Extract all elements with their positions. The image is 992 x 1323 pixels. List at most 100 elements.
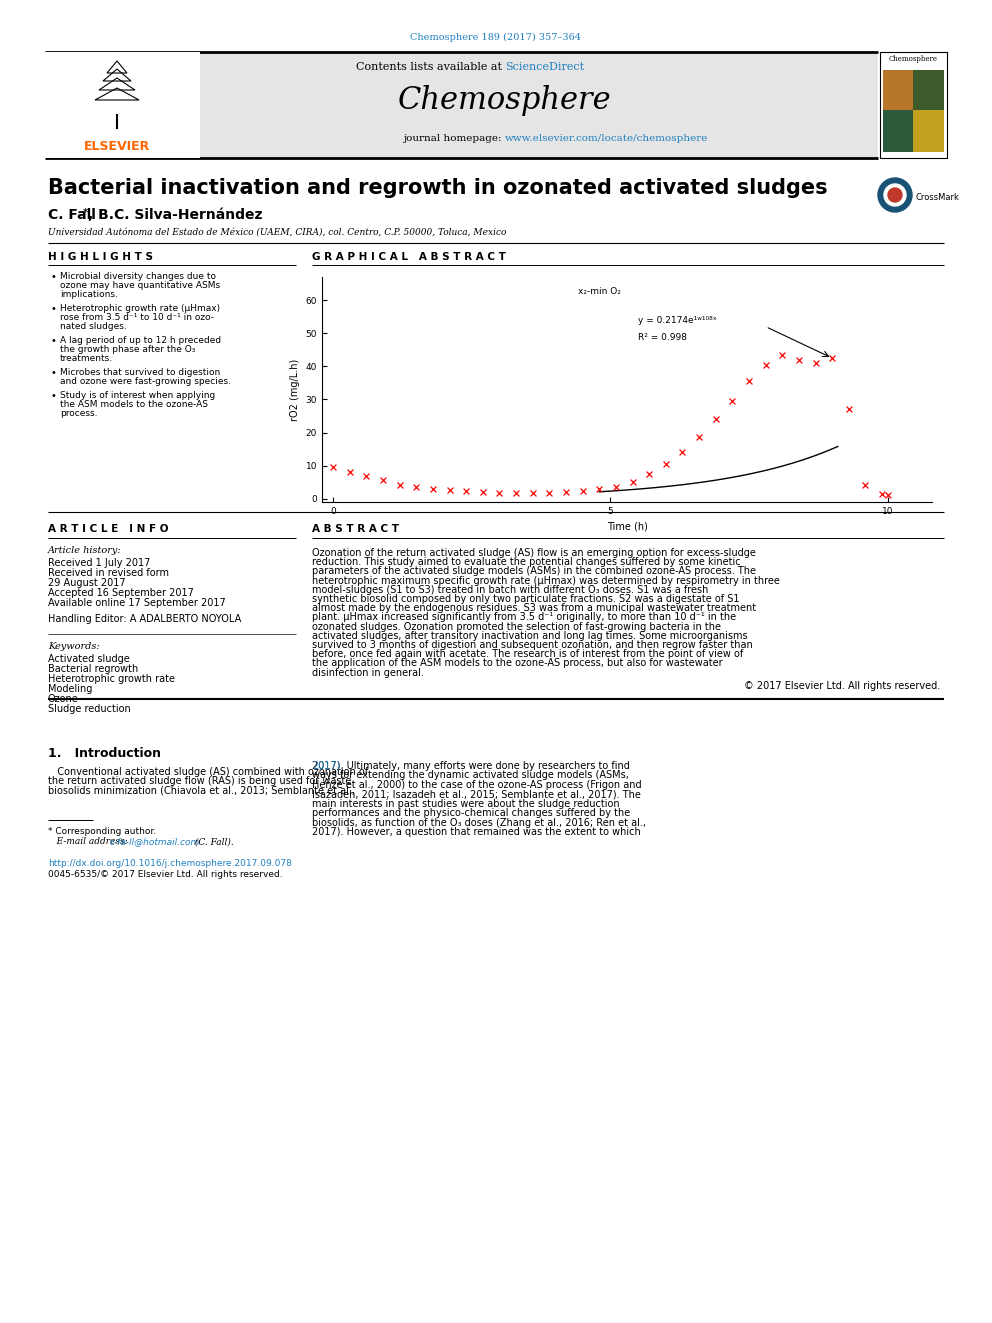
Text: Received 1 July 2017: Received 1 July 2017	[48, 558, 151, 568]
Text: biosolids minimization (Chiavola et al., 2013; Semblante et al.,: biosolids minimization (Chiavola et al.,…	[48, 786, 355, 796]
Text: and ozone were fast-growing species.: and ozone were fast-growing species.	[60, 377, 231, 386]
Text: CrossMark: CrossMark	[916, 193, 960, 202]
Text: reduction. This study aimed to evaluate the potential changes suffered by some k: reduction. This study aimed to evaluate …	[312, 557, 741, 568]
Text: 0045-6535/© 2017 Elsevier Ltd. All rights reserved.: 0045-6535/© 2017 Elsevier Ltd. All right…	[48, 871, 283, 880]
Point	[775, 344, 791, 365]
Text: Modeling: Modeling	[48, 684, 92, 695]
Point	[608, 476, 624, 497]
Text: ELSEVIER: ELSEVIER	[84, 140, 150, 153]
Point	[824, 348, 840, 369]
Point	[574, 480, 590, 501]
Text: treatments.: treatments.	[60, 355, 113, 363]
Text: •: •	[50, 304, 56, 314]
X-axis label: Time (h): Time (h)	[606, 521, 648, 532]
Text: *: *	[83, 208, 88, 218]
Text: , B.C. Silva-Hernández: , B.C. Silva-Hernández	[88, 208, 263, 222]
Point	[658, 454, 674, 475]
Bar	[883, 70, 944, 152]
Text: the growth phase after the O₃: the growth phase after the O₃	[60, 345, 195, 355]
Text: Microbial diversity changes due to: Microbial diversity changes due to	[60, 273, 216, 280]
Point	[791, 349, 806, 370]
Text: C. Fall: C. Fall	[48, 208, 96, 222]
Point	[857, 475, 873, 496]
Text: H I G H L I G H T S: H I G H L I G H T S	[48, 251, 153, 262]
Bar	[45, 52, 200, 157]
Text: Received in revised form: Received in revised form	[48, 568, 169, 578]
Text: disinfection in general.: disinfection in general.	[312, 668, 424, 677]
Text: * Corresponding author.: * Corresponding author.	[48, 827, 156, 836]
Text: Ozonation of the return activated sludge (AS) flow is an emerging option for exc: Ozonation of the return activated sludge…	[312, 548, 756, 558]
Point	[542, 482, 558, 503]
Point	[508, 483, 524, 504]
Text: A R T I C L E   I N F O: A R T I C L E I N F O	[48, 524, 169, 534]
Point	[641, 463, 657, 484]
Text: plant. μHmax increased significantly from 3.5 d⁻¹ originally, to more than 10 d⁻: plant. μHmax increased significantly fro…	[312, 613, 736, 622]
Point	[458, 480, 474, 501]
Text: Activated sludge: Activated sludge	[48, 654, 130, 664]
Point	[491, 482, 507, 503]
Point	[724, 390, 740, 411]
Text: the return activated sludge flow (RAS) is being used for waste: the return activated sludge flow (RAS) i…	[48, 777, 351, 786]
Text: Accepted 16 September 2017: Accepted 16 September 2017	[48, 587, 193, 598]
Point	[874, 483, 890, 504]
Text: ozonated sludges. Ozonation promoted the selection of fast-growing bacteria in t: ozonated sludges. Ozonation promoted the…	[312, 622, 721, 631]
Text: parameters of the activated sludge models (ASMs) in the combined ozone-AS proces: parameters of the activated sludge model…	[312, 566, 756, 577]
Circle shape	[888, 188, 902, 202]
Point	[807, 352, 823, 373]
Text: Bacterial inactivation and regrowth in ozonated activated sludges: Bacterial inactivation and regrowth in o…	[48, 179, 827, 198]
Text: nated sludges.: nated sludges.	[60, 321, 127, 331]
Bar	[913, 70, 944, 110]
Text: main interests in past studies were about the sludge reduction: main interests in past studies were abou…	[312, 799, 620, 808]
Text: Handling Editor: A ADALBERTO NOYOLA: Handling Editor: A ADALBERTO NOYOLA	[48, 614, 241, 624]
Circle shape	[884, 184, 906, 206]
Text: rose from 3.5 d⁻¹ to 10 d⁻¹ in ozo-: rose from 3.5 d⁻¹ to 10 d⁻¹ in ozo-	[60, 314, 214, 321]
Point	[425, 478, 440, 499]
Text: •: •	[50, 368, 56, 378]
Text: x₂-min O₂: x₂-min O₂	[577, 287, 621, 295]
Text: survived to 3 months of digestion and subsequent ozonation, and then regrow fast: survived to 3 months of digestion and su…	[312, 640, 753, 650]
Text: biosolids, as function of the O₃ doses (Zhang et al., 2016; Ren et al.,: biosolids, as function of the O₃ doses (…	[312, 818, 646, 828]
Bar	[883, 110, 913, 152]
Text: http://dx.doi.org/10.1016/j.chemosphere.2017.09.078: http://dx.doi.org/10.1016/j.chemosphere.…	[48, 860, 292, 868]
Text: E-mail address:: E-mail address:	[48, 837, 131, 847]
Text: model-sludges (S1 to S3) treated in batch with different O₃ doses. S1 was a fres: model-sludges (S1 to S3) treated in batc…	[312, 585, 708, 595]
Text: Heterotrophic growth rate: Heterotrophic growth rate	[48, 673, 175, 684]
Text: process.: process.	[60, 409, 97, 418]
Text: Contents lists available at: Contents lists available at	[355, 62, 505, 71]
Point	[758, 355, 774, 376]
Point	[625, 471, 641, 492]
Text: before, once fed again with acetate. The research is of interest from the point : before, once fed again with acetate. The…	[312, 650, 743, 659]
Point	[525, 483, 541, 504]
Text: Conventional activated sludge (AS) combined with ozonation of: Conventional activated sludge (AS) combi…	[48, 767, 368, 777]
Point	[707, 409, 723, 430]
Text: Sludge reduction: Sludge reduction	[48, 704, 131, 714]
Point	[691, 427, 707, 448]
Text: © 2017 Elsevier Ltd. All rights reserved.: © 2017 Elsevier Ltd. All rights reserved…	[744, 681, 940, 691]
Text: Chemosphere: Chemosphere	[398, 85, 612, 116]
Text: Microbes that survived to digestion: Microbes that survived to digestion	[60, 368, 220, 377]
Point	[325, 456, 341, 478]
Point	[475, 482, 491, 503]
Text: synthetic biosolid composed by only two particulate fractions. S2 was a digestat: synthetic biosolid composed by only two …	[312, 594, 739, 605]
Text: 2017): 2017)	[312, 761, 340, 771]
Text: •: •	[50, 336, 56, 347]
Text: Article history:: Article history:	[48, 546, 122, 556]
Text: 2017). However, a question that remained was the extent to which: 2017). However, a question that remained…	[312, 827, 641, 837]
Text: Ozone: Ozone	[48, 695, 78, 704]
Bar	[200, 52, 878, 157]
Text: Chemosphere: Chemosphere	[889, 56, 937, 64]
Text: the ASM models to the ozone-AS: the ASM models to the ozone-AS	[60, 400, 208, 409]
Text: Bacterial regrowth: Bacterial regrowth	[48, 664, 138, 673]
Point	[358, 466, 374, 487]
Point	[342, 460, 358, 482]
Text: G R A P H I C A L   A B S T R A C T: G R A P H I C A L A B S T R A C T	[312, 251, 506, 262]
Text: Available online 17 September 2017: Available online 17 September 2017	[48, 598, 226, 609]
Bar	[913, 110, 944, 152]
Text: A lag period of up to 12 h preceded: A lag period of up to 12 h preceded	[60, 336, 221, 345]
Text: heterotrophic maximum specific growth rate (μHmax) was determined by respirometr: heterotrophic maximum specific growth ra…	[312, 576, 780, 586]
Point	[409, 476, 425, 497]
Point	[392, 474, 408, 495]
Text: almost made by the endogenous residues. S3 was from a municipal wastewater treat: almost made by the endogenous residues. …	[312, 603, 756, 613]
Text: the application of the ASM models to the ozone-AS process, but also for wastewat: the application of the ASM models to the…	[312, 659, 722, 668]
Text: www.elsevier.com/locate/chemosphere: www.elsevier.com/locate/chemosphere	[505, 134, 708, 143]
